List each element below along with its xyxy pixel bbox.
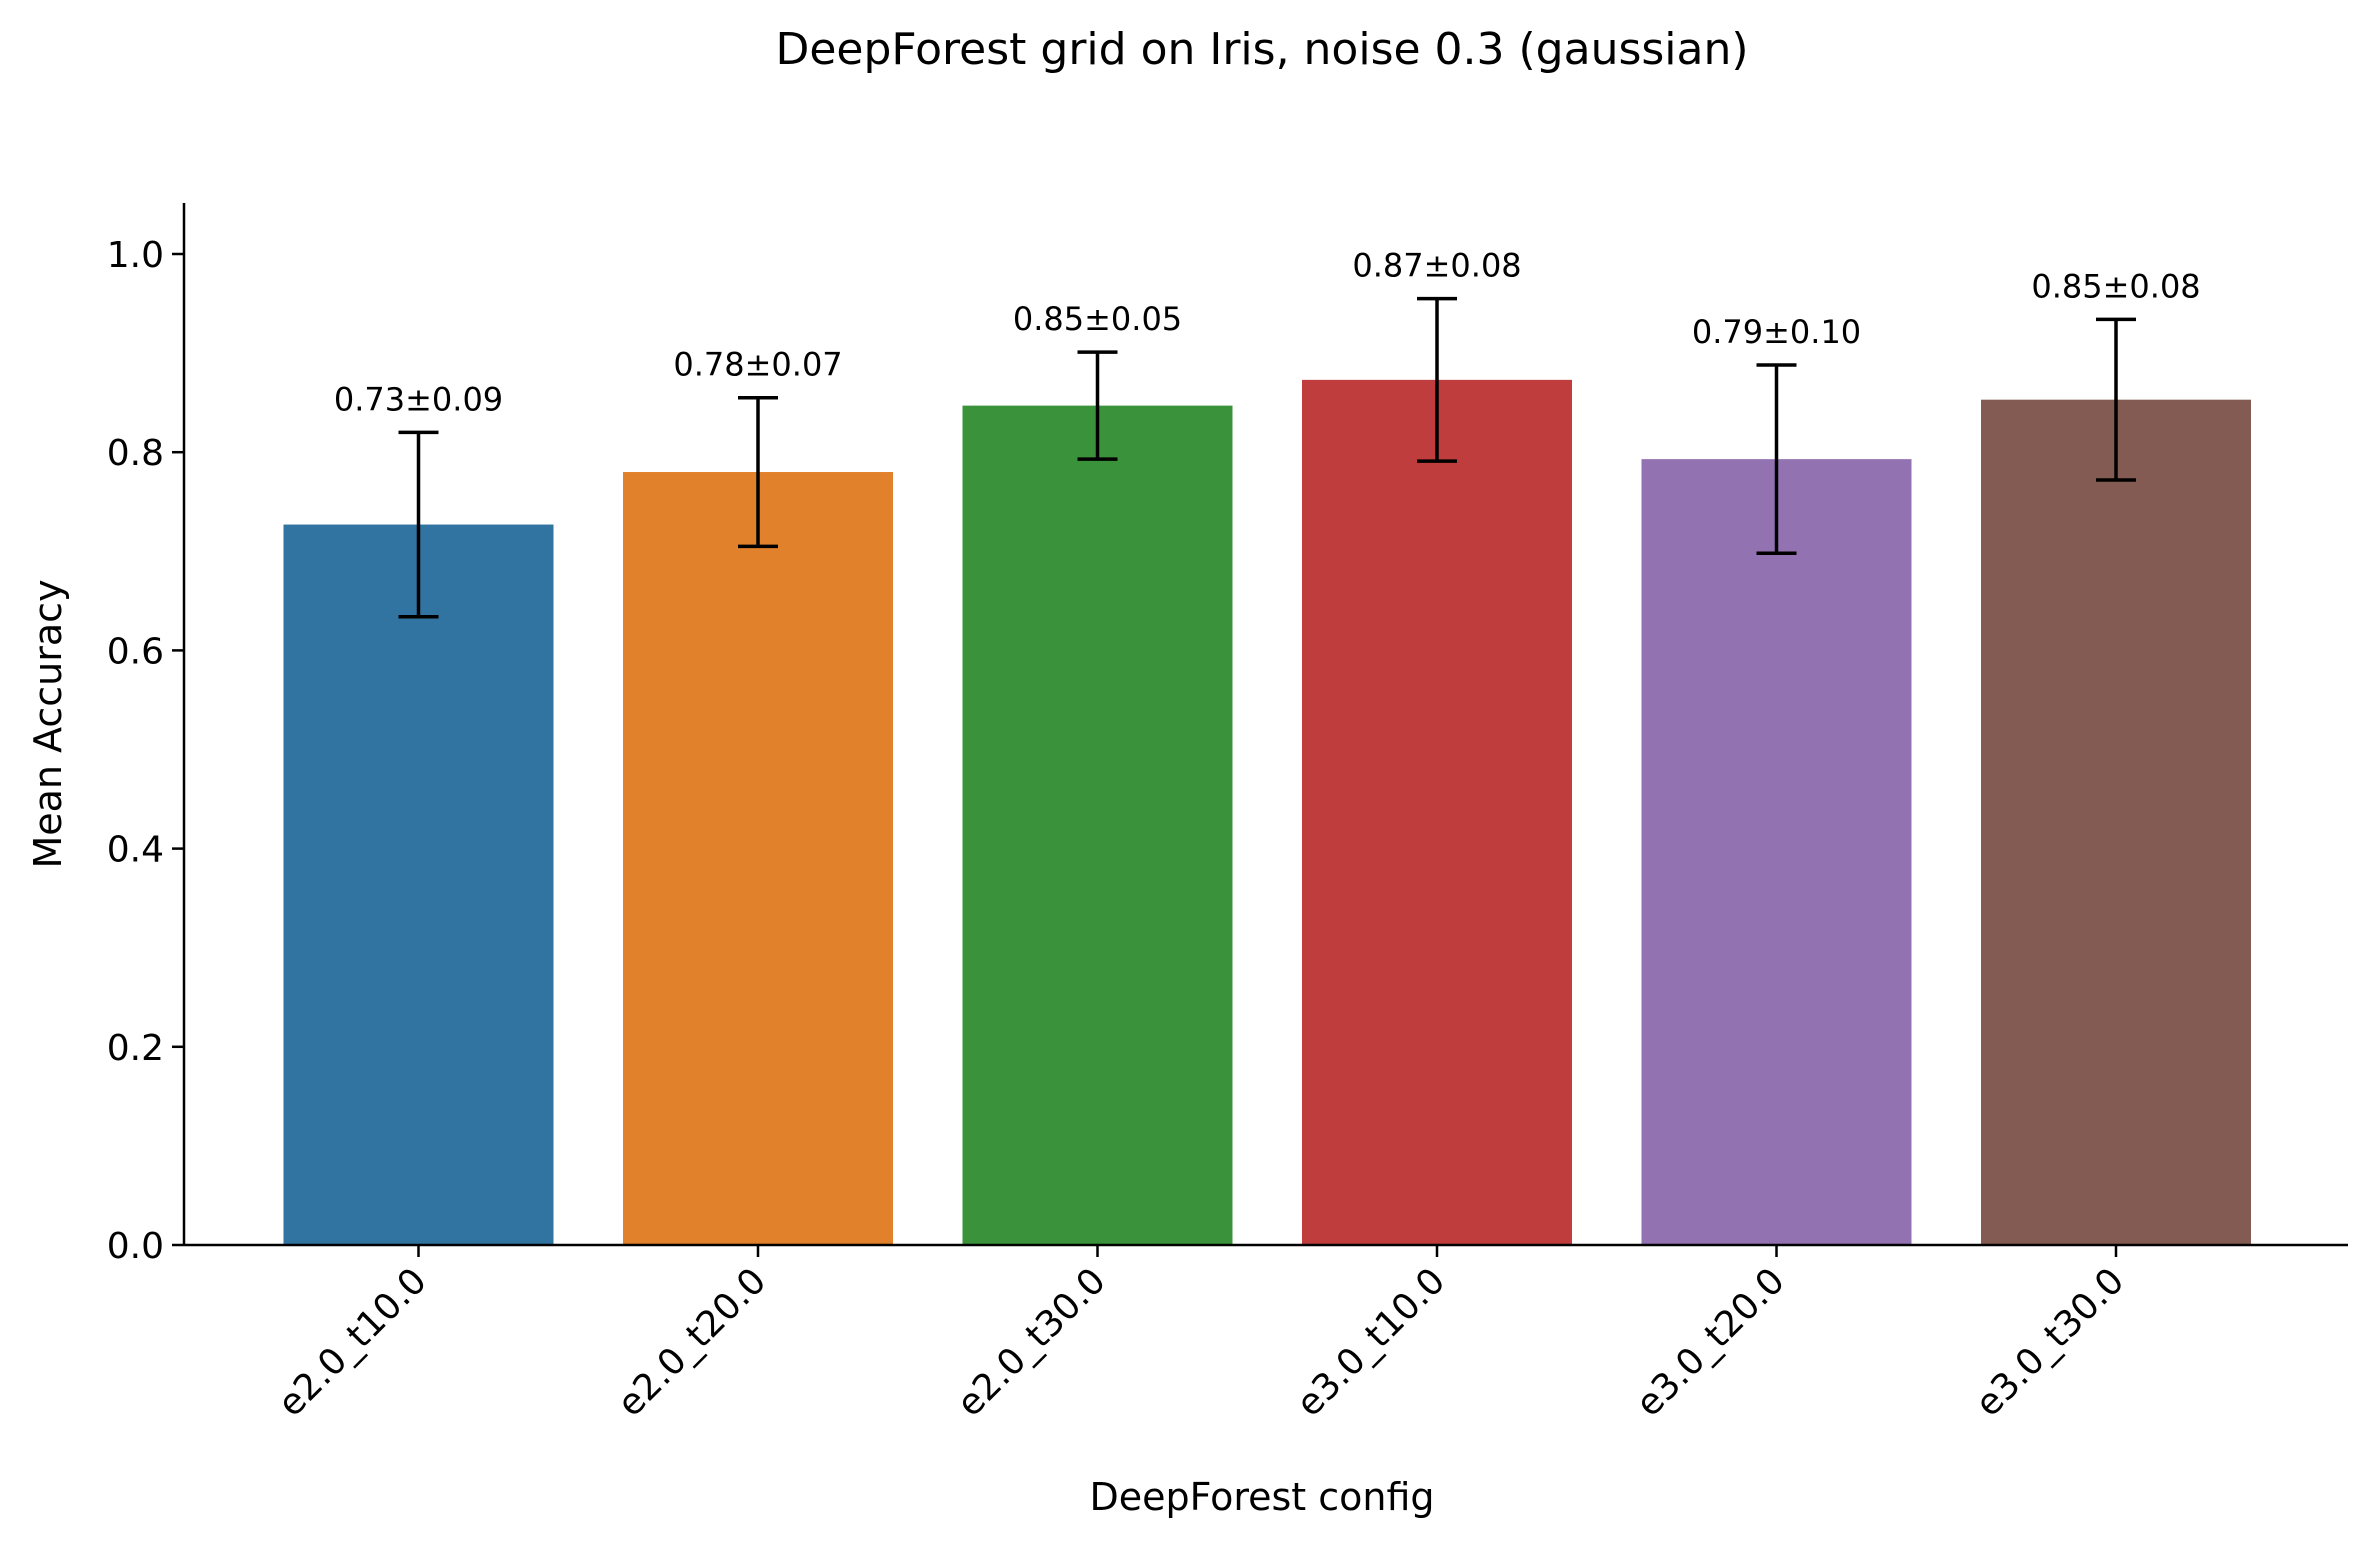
data-label: 0.78±0.07: [673, 346, 842, 384]
bar-e3.0_t10.0: [1302, 379, 1572, 1245]
error-bar-e2.0_t20.0: [738, 395, 778, 549]
data-label: 0.85±0.08: [2031, 267, 2200, 305]
error-bar-e3.0_t20.0: [1756, 363, 1797, 556]
y-tick-label: 0.8: [107, 433, 164, 474]
y-tick-label: 0.6: [107, 631, 164, 672]
error-bar-e2.0_t30.0: [1077, 350, 1118, 461]
y-tick-label: 0.4: [107, 830, 164, 871]
bar-e3.0_t20.0: [1641, 459, 1912, 1246]
bar-e3.0_t30.0: [1981, 399, 2251, 1245]
error-bar-e3.0_t10.0: [1417, 296, 1457, 463]
bar-e2.0_t10.0: [283, 524, 554, 1245]
x-tick-label: e2.0_t30.0: [949, 1260, 1114, 1425]
y-tick-label: 0.0: [107, 1226, 164, 1267]
bar-e2.0_t30.0: [962, 405, 1233, 1245]
plot-area: 0.73±0.09 0.78±0.07 0.85±0.05 0.87±0.08 0.79…: [107, 203, 2348, 1425]
x-tick-label: e3.0_t10.0: [1289, 1260, 1454, 1425]
x-axis-label: DeepForest config: [1089, 1475, 1434, 1519]
y-axis-label: Mean Accuracy: [26, 579, 70, 868]
y-tick-label: 1.0: [107, 235, 164, 276]
error-bar-e2.0_t10.0: [398, 430, 439, 619]
data-label: 0.73±0.09: [334, 380, 503, 418]
data-label: 0.85±0.05: [1013, 300, 1182, 338]
error-bar-e3.0_t30.0: [2096, 317, 2136, 482]
data-label: 0.79±0.10: [1692, 313, 1861, 351]
x-tick-label: e2.0_t20.0: [610, 1260, 775, 1425]
x-tick-label: e3.0_t30.0: [1968, 1260, 2133, 1425]
chart-title: DeepForest grid on Iris, noise 0.3 (gaus…: [775, 24, 1748, 75]
x-tick-label: e2.0_t10.0: [270, 1260, 435, 1425]
y-tick-label: 0.2: [107, 1028, 164, 1069]
x-tick-label: e3.0_t20.0: [1628, 1260, 1793, 1425]
data-label: 0.87±0.08: [1352, 247, 1521, 285]
bar-e2.0_t20.0: [623, 472, 893, 1245]
